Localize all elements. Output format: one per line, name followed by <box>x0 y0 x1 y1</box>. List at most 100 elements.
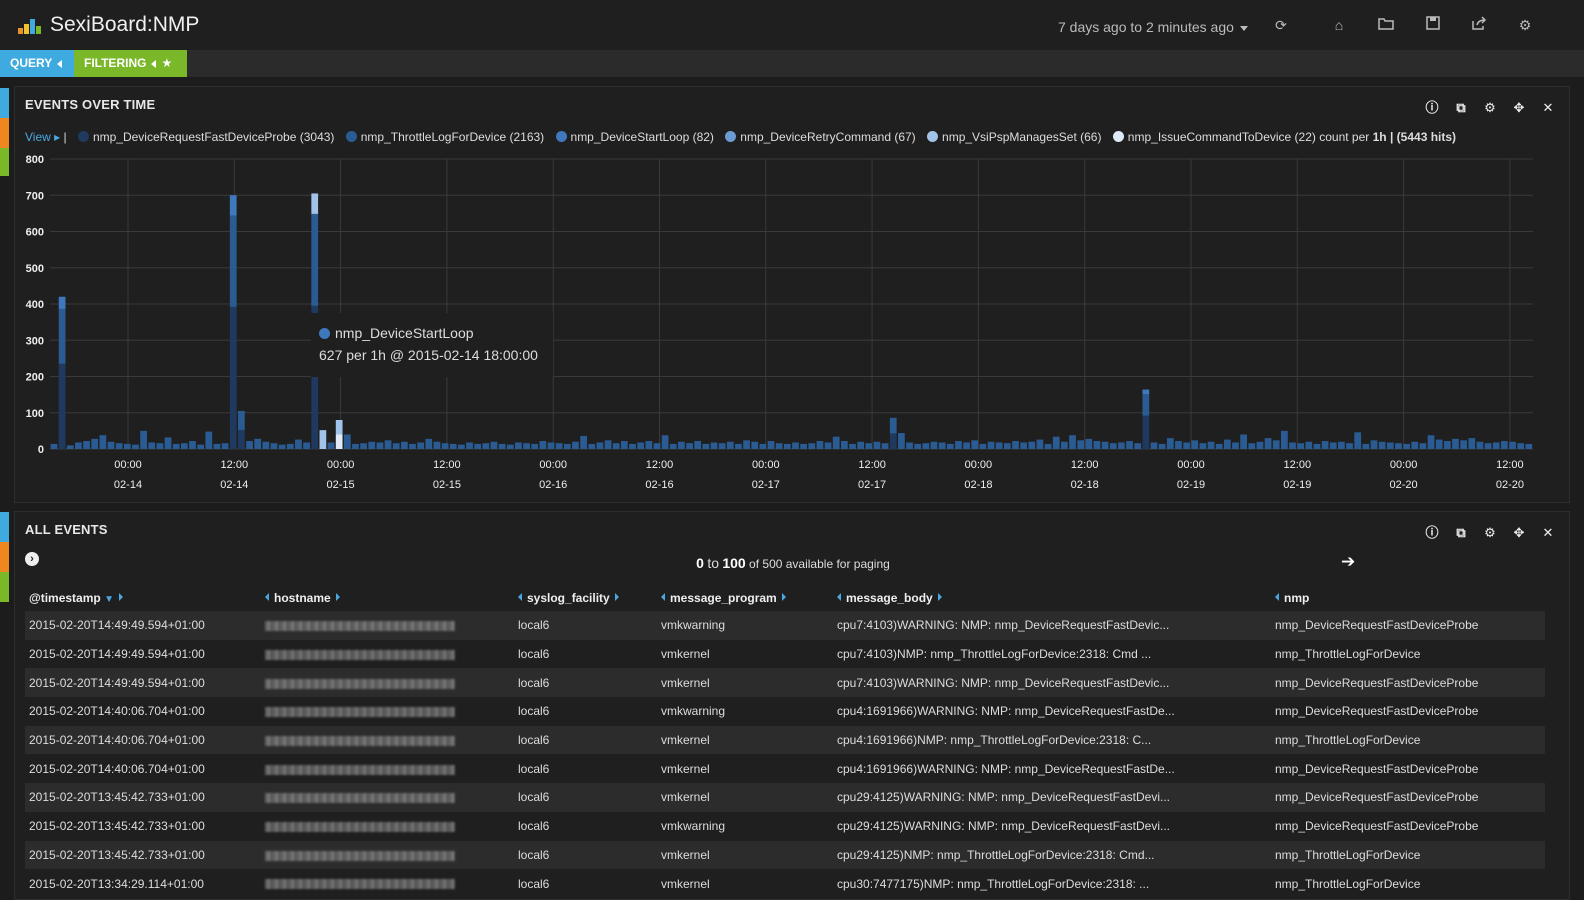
histogram-bar[interactable] <box>808 443 816 449</box>
histogram-bar[interactable] <box>1240 434 1248 450</box>
histogram-bar[interactable] <box>1460 440 1468 449</box>
histogram-bar[interactable] <box>229 195 237 449</box>
histogram-bar[interactable] <box>726 441 734 449</box>
info-icon[interactable]: ⓘ <box>1425 525 1439 540</box>
histogram-bar[interactable] <box>1012 441 1019 449</box>
legend-item[interactable]: nmp_DeviceRequestFastDeviceProbe (3043) <box>70 130 334 144</box>
histogram-bar[interactable] <box>1060 441 1068 449</box>
histogram-bar[interactable] <box>148 442 156 449</box>
move-right-icon[interactable] <box>118 592 123 601</box>
histogram-bar[interactable] <box>824 442 832 449</box>
histogram-bar[interactable] <box>58 296 66 449</box>
histogram-bar[interactable] <box>1411 441 1419 449</box>
histogram-bar[interactable] <box>865 443 873 449</box>
histogram-bar[interactable] <box>800 443 807 449</box>
histogram-bar[interactable] <box>1395 443 1402 449</box>
histogram-bar[interactable] <box>498 443 506 449</box>
histogram-bar[interactable] <box>376 442 384 449</box>
histogram-bar[interactable] <box>767 441 775 449</box>
table-row[interactable]: 2015-02-20T14:49:49.594+01:00 local6 vmker… <box>25 668 1545 698</box>
histogram-bar[interactable] <box>1313 443 1321 449</box>
histogram-bar[interactable] <box>515 442 522 449</box>
histogram-bar[interactable] <box>588 443 596 449</box>
histogram-bar[interactable] <box>1419 443 1427 449</box>
move-right-icon[interactable] <box>781 592 786 601</box>
histogram-bar[interactable] <box>1109 443 1117 449</box>
table-row[interactable]: 2015-02-20T14:49:49.594+01:00 local6 vmkwa… <box>25 611 1545 640</box>
histogram-bar[interactable] <box>661 435 669 449</box>
histogram-bar[interactable] <box>531 443 539 449</box>
move-left-icon[interactable] <box>1275 592 1279 601</box>
histogram-bar[interactable] <box>898 433 905 449</box>
histogram-bar[interactable] <box>99 435 107 449</box>
histogram-bar[interactable] <box>156 443 164 449</box>
move-left-icon[interactable] <box>518 592 522 601</box>
histogram-bar[interactable] <box>303 442 310 449</box>
histogram-bar[interactable] <box>213 443 221 449</box>
histogram-bar[interactable] <box>1085 438 1093 449</box>
histogram-bar[interactable] <box>612 443 620 449</box>
histogram-bar[interactable] <box>580 435 587 449</box>
histogram-bar[interactable] <box>164 437 172 449</box>
histogram-bar[interactable] <box>783 443 791 449</box>
legend-item[interactable]: nmp_IssueCommandToDevice (22) <box>1105 130 1316 144</box>
histogram-bar[interactable] <box>417 442 425 449</box>
histogram-bar[interactable] <box>1427 435 1435 449</box>
table-row[interactable]: 2015-02-20T14:40:06.704+01:00 local6 vmkwa… <box>25 697 1545 726</box>
histogram-bar[interactable] <box>1289 442 1296 449</box>
move-right-icon[interactable] <box>335 592 340 601</box>
gear-icon[interactable]: ⚙ <box>1484 100 1496 115</box>
histogram-bar[interactable] <box>1134 443 1142 449</box>
histogram-bar[interactable] <box>710 442 718 449</box>
histogram-bar[interactable] <box>792 442 799 449</box>
histogram-bar[interactable] <box>286 443 294 449</box>
histogram-bar[interactable] <box>1036 439 1044 449</box>
histogram-bar[interactable] <box>1183 442 1190 449</box>
histogram-bar[interactable] <box>873 441 881 449</box>
histogram-bar[interactable] <box>1468 438 1476 449</box>
histogram-bar[interactable] <box>1126 441 1133 449</box>
histogram-bar[interactable] <box>1281 430 1288 449</box>
histogram-bar[interactable] <box>1386 442 1394 449</box>
histogram-bar[interactable] <box>1501 441 1508 449</box>
histogram-bar[interactable] <box>922 443 930 449</box>
histogram-bar[interactable] <box>1207 441 1215 449</box>
table-row[interactable]: 2015-02-20T14:40:06.704+01:00 local6 vmker… <box>25 754 1545 783</box>
histogram-bar[interactable] <box>1150 442 1158 449</box>
histogram-bar[interactable] <box>1484 443 1492 449</box>
histogram-bar[interactable] <box>955 441 962 449</box>
histogram-bar[interactable] <box>849 443 856 449</box>
histogram-bar[interactable] <box>1158 443 1166 449</box>
gear-icon[interactable]: ⚙ <box>1518 17 1532 33</box>
histogram-bar[interactable] <box>881 443 889 449</box>
histogram-bar[interactable] <box>1525 443 1533 449</box>
histogram-bar[interactable] <box>775 443 783 449</box>
histogram-bar[interactable] <box>539 441 547 449</box>
move-left-icon[interactable] <box>661 592 665 601</box>
time-range-picker[interactable]: 7 days ago to 2 minutes ago <box>1058 19 1248 35</box>
refresh-icon[interactable]: ⟳ <box>1275 17 1287 33</box>
histogram-bar[interactable] <box>523 443 530 449</box>
histogram-bar[interactable] <box>1199 443 1207 449</box>
histogram-bar[interactable] <box>930 441 938 449</box>
histogram-bar[interactable] <box>735 443 742 449</box>
histogram-bar[interactable] <box>620 441 628 449</box>
histogram-bar[interactable] <box>694 441 702 449</box>
histogram-bar[interactable] <box>449 443 457 449</box>
histogram-bar[interactable] <box>1256 441 1264 449</box>
histogram-bar[interactable] <box>857 441 865 449</box>
histogram-bar[interactable] <box>238 410 245 449</box>
histogram-bar[interactable] <box>1118 442 1125 449</box>
histogram-bar[interactable] <box>327 442 335 449</box>
table-row[interactable]: 2015-02-20T14:40:06.704+01:00 local6 vmker… <box>25 725 1545 755</box>
histogram-bar[interactable] <box>352 443 359 449</box>
expand-fields-icon[interactable]: › <box>25 552 39 566</box>
filtering-pill[interactable]: FILTERING ★ <box>74 50 187 77</box>
histogram-bar[interactable] <box>678 441 685 449</box>
table-row[interactable]: 2015-02-20T13:45:42.733+01:00 local6 vmker… <box>25 840 1545 870</box>
histogram-bar[interactable] <box>1346 443 1353 449</box>
histogram-bar[interactable] <box>995 442 1003 449</box>
column-header-message-program[interactable]: message_program <box>657 584 833 611</box>
histogram-bar[interactable] <box>1305 441 1313 449</box>
share-icon[interactable] <box>1470 16 1488 34</box>
